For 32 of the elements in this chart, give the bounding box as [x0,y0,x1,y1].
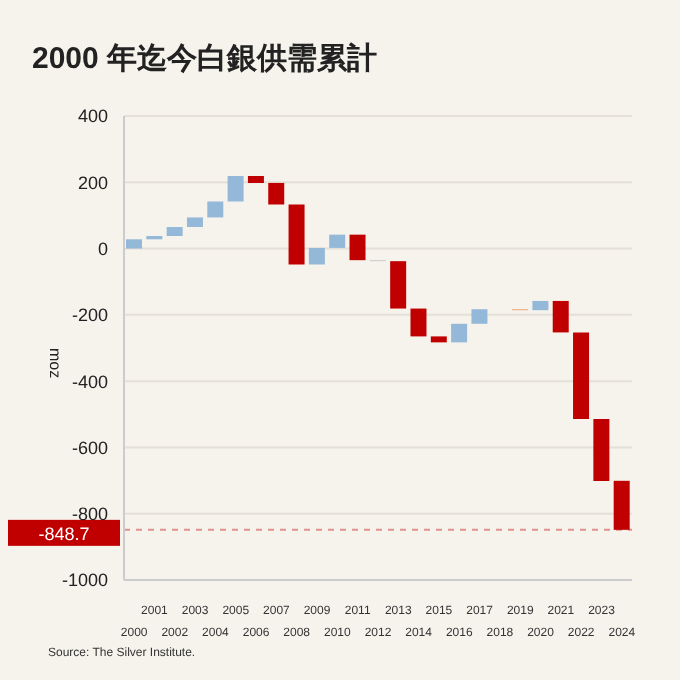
bar [471,309,488,324]
bar [186,217,203,228]
bar [613,480,630,530]
bar [126,239,142,249]
y-tick-label: 0 [97,238,108,259]
bar [329,234,346,248]
bar [532,300,549,311]
bar [410,308,427,337]
bar [166,227,183,236]
bar [451,323,468,343]
bar [207,201,224,218]
bar [247,175,264,183]
y-tick-label: -600 [71,437,108,458]
y-tick-label: -1000 [61,570,108,591]
bar [573,332,590,419]
chart-title: 2000 年迄今白銀供需累計 [32,40,378,78]
y-tick-label: -800 [71,504,108,525]
y-tick-label: 400 [77,106,108,127]
bar [308,247,325,265]
bar [349,234,366,261]
ref-line-label: -848.7 [38,523,90,544]
bar [552,300,569,333]
bar [268,182,285,205]
bar [288,204,305,265]
y-tick-label: 200 [77,172,108,193]
bar [593,418,610,481]
y-tick-label: -400 [71,371,108,392]
bar [390,261,407,309]
y-axis-title: moz [46,348,65,379]
y-tick-label: -200 [71,305,108,326]
bar [430,336,447,343]
bar [227,175,244,202]
